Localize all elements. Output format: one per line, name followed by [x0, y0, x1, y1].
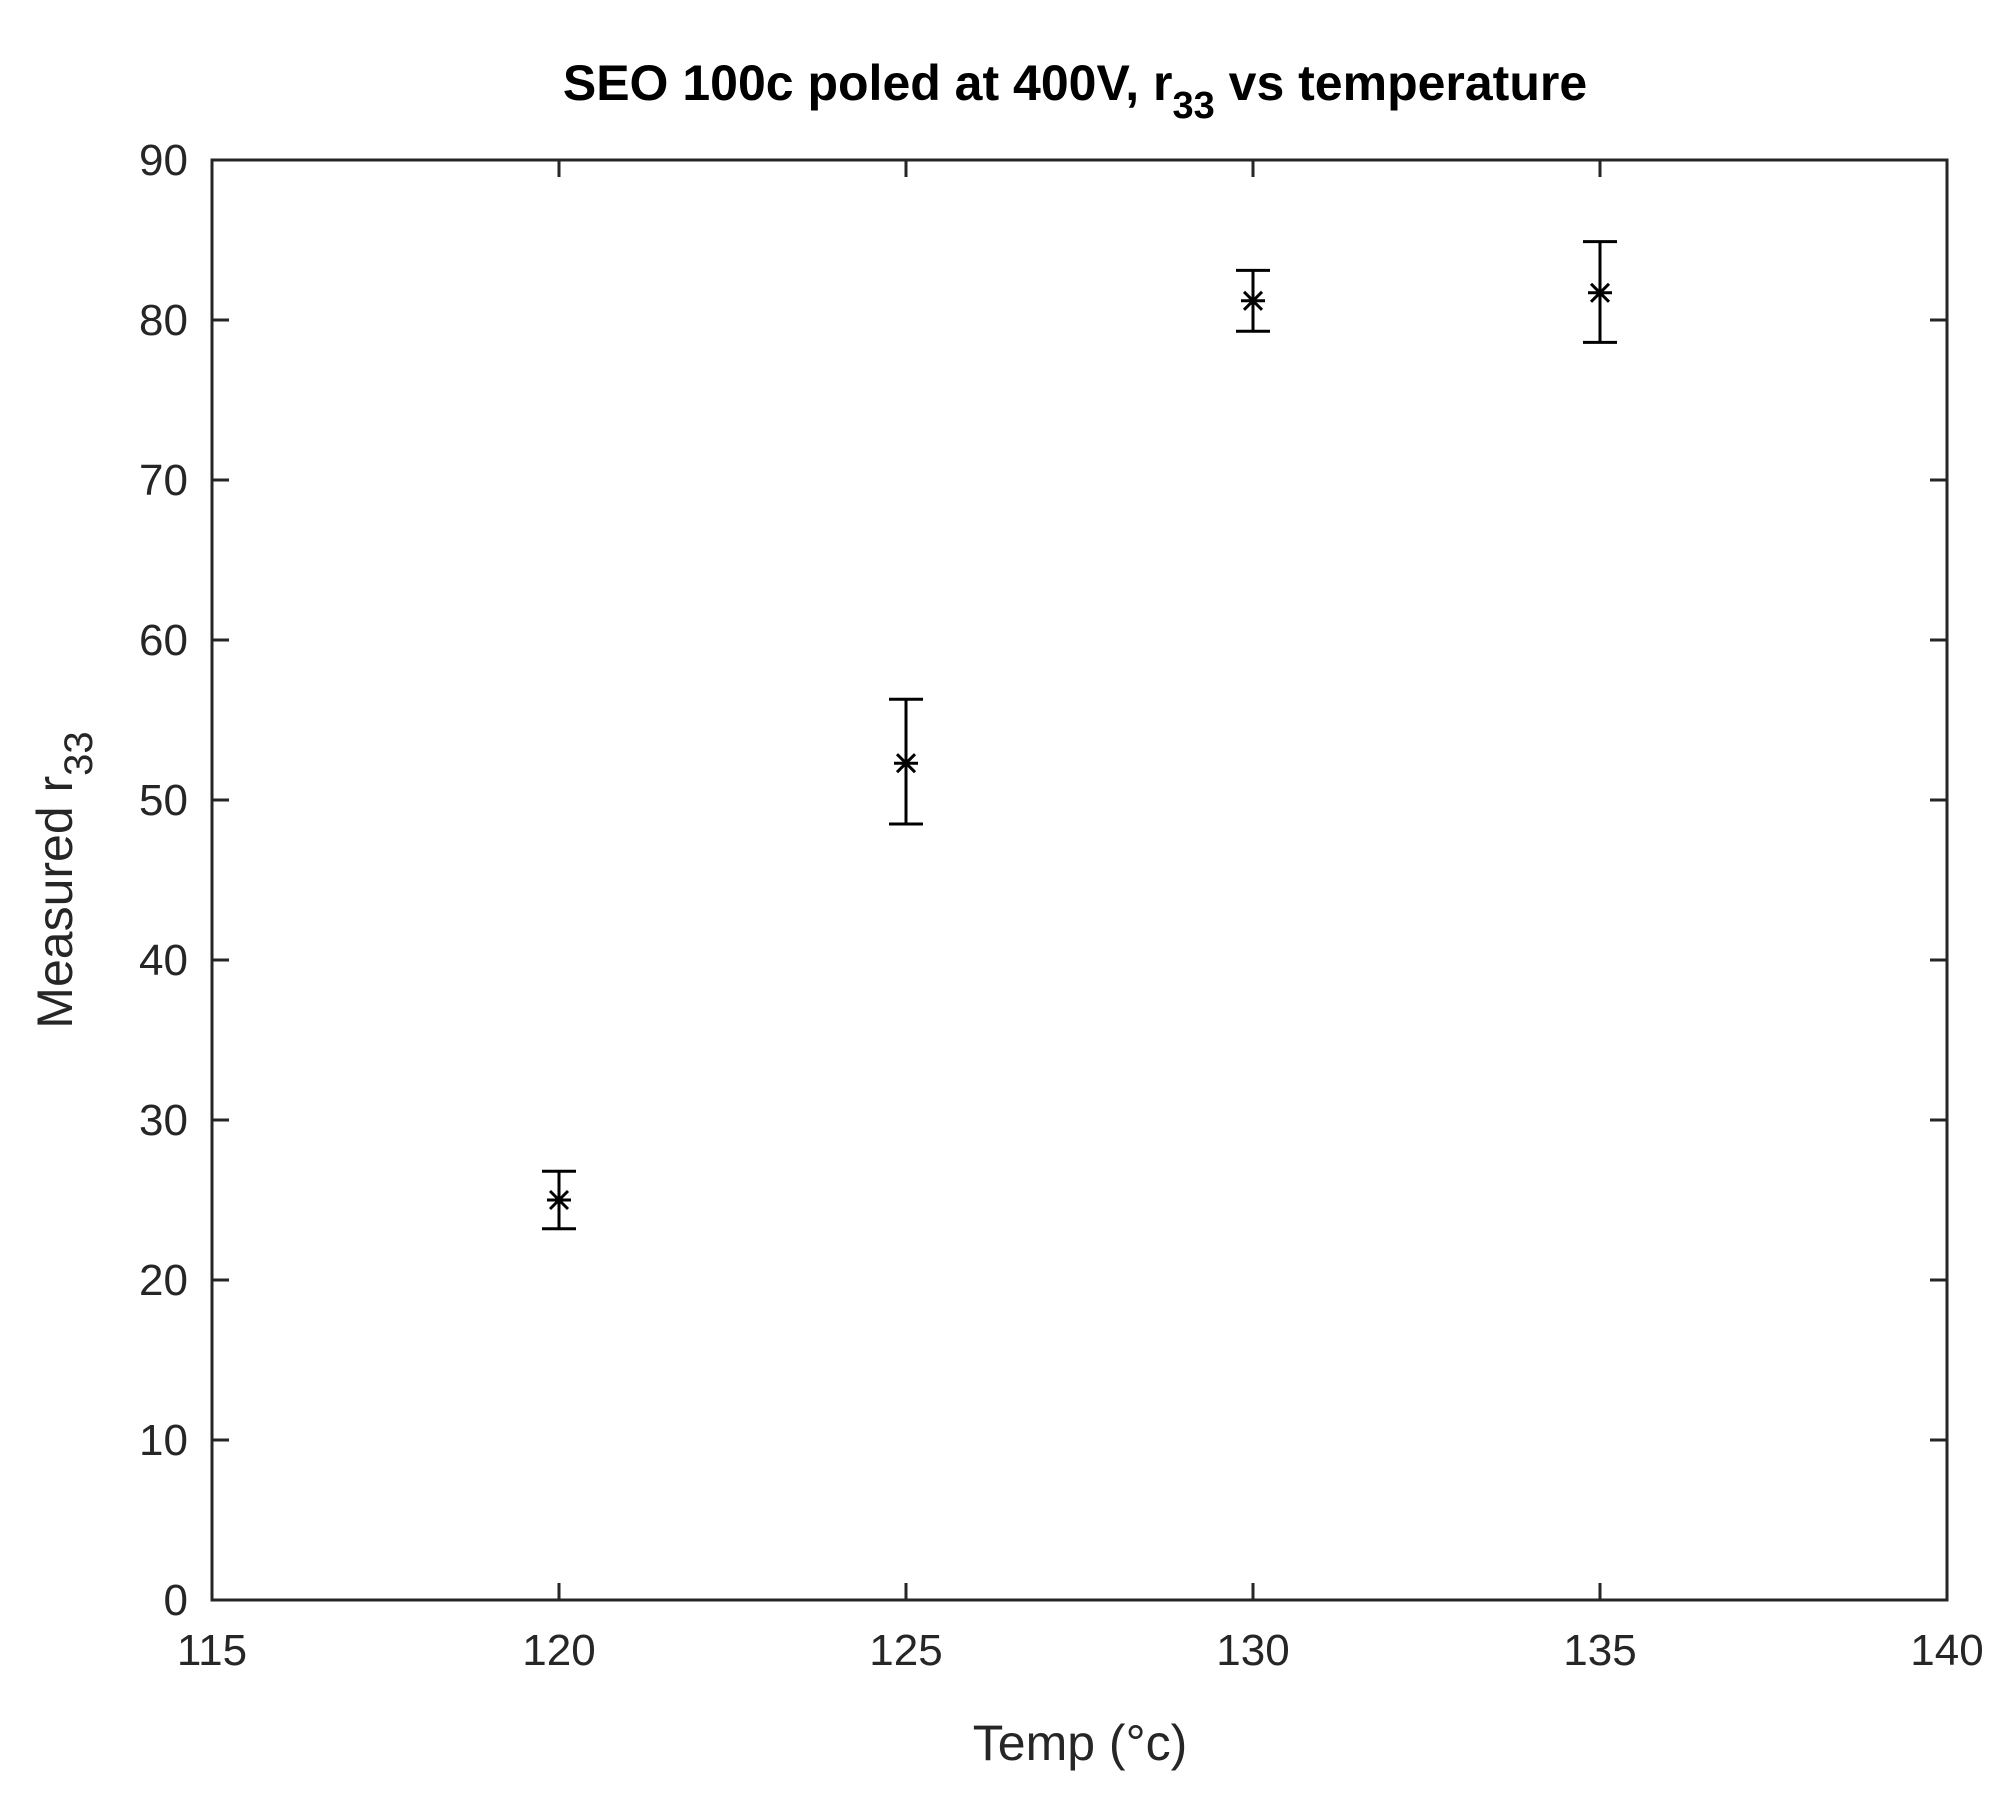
y-tick-label: 30 [139, 1096, 188, 1145]
x-tick-label: 115 [177, 1626, 247, 1675]
x-axis-label: Temp (°c) [973, 1715, 1187, 1771]
data-point [542, 1169, 576, 1231]
y-tick-label: 0 [164, 1576, 188, 1625]
chart-title: SEO 100c poled at 400V, r33 vs temperatu… [563, 55, 1587, 127]
y-tick-label: 50 [139, 776, 188, 825]
y-tick-label: 70 [139, 456, 188, 505]
asterisk-marker [1241, 288, 1265, 313]
x-tick-label: 130 [1216, 1626, 1289, 1675]
y-tick-label: 90 [139, 136, 188, 185]
y-tick-label: 60 [139, 616, 188, 665]
x-tick-label: 135 [1563, 1626, 1636, 1675]
data-point [1583, 240, 1617, 344]
data-point [889, 697, 923, 826]
x-tick-label: 125 [869, 1626, 942, 1675]
y-tick-label: 40 [139, 936, 188, 985]
asterisk-marker [547, 1188, 571, 1212]
data-points [542, 240, 1617, 1231]
x-tick-label: 140 [1910, 1626, 1983, 1675]
y-tick-labels: 0 10 20 30 40 50 60 70 80 90 [139, 136, 188, 1625]
plot-area-box [210, 158, 1949, 1602]
x-tick-label: 120 [522, 1626, 595, 1675]
y-axis-label: Measured r33 [27, 731, 101, 1028]
axis-ticks [210, 158, 1949, 1602]
y-tick-label: 80 [139, 296, 188, 345]
x-tick-labels: 115 120 125 130 135 140 [177, 1626, 1984, 1675]
y-tick-label: 20 [139, 1256, 188, 1305]
asterisk-marker [1588, 280, 1612, 305]
asterisk-marker [894, 751, 918, 776]
y-tick-label: 10 [139, 1416, 188, 1465]
data-point [1236, 268, 1270, 333]
